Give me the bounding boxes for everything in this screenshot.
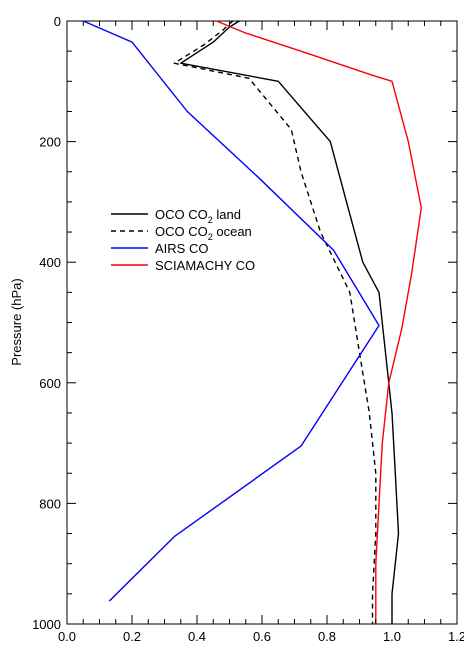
x-tick-label: 0.4 — [188, 629, 206, 644]
series-line-oco-co2-ocean — [173, 20, 377, 624]
series-line-sciamachy-co — [216, 20, 422, 624]
y-axis-label: Pressure (hPa) — [9, 278, 24, 365]
series-line-airs-co — [83, 20, 380, 602]
y-tick-label: 1000 — [32, 617, 61, 632]
y-tick-label: 600 — [39, 376, 61, 391]
legend-entry: OCO CO2 ocean — [155, 224, 252, 242]
series-line-oco-co2-land — [180, 20, 400, 624]
x-tick-label: 0.0 — [58, 629, 76, 644]
legend-entry: AIRS CO — [155, 241, 208, 256]
x-tick-label: 0.8 — [318, 629, 336, 644]
legend-entry: OCO CO2 land — [155, 207, 241, 225]
x-tick-label: 0.2 — [123, 629, 141, 644]
x-tick-label: 1.0 — [383, 629, 401, 644]
x-tick-label: 1.2 — [448, 629, 464, 644]
y-tick-label: 0 — [54, 14, 61, 29]
y-tick-label: 800 — [39, 496, 61, 511]
x-tick-label: 0.6 — [253, 629, 271, 644]
y-tick-label: 400 — [39, 255, 61, 270]
y-tick-label: 200 — [39, 135, 61, 150]
ticks-layer: 0.0 0.2 0.4 0.6 0.8 1.0 1.2 0 200 400 600 800 1000 — [32, 14, 464, 644]
series-layer — [83, 20, 422, 624]
legend-entry: SCIAMACHY CO — [155, 258, 255, 273]
